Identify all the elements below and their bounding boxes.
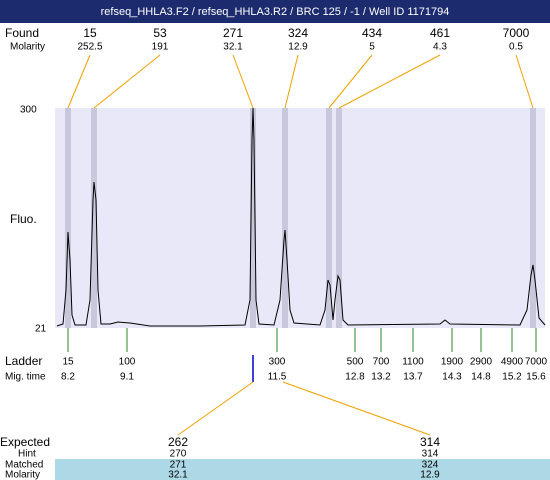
ladder-size: 700 xyxy=(373,357,390,368)
ladder-time: 14.3 xyxy=(442,372,462,383)
ladder-label: Ladder xyxy=(5,354,42,368)
matched-band xyxy=(55,459,550,480)
ladder-size: 7000 xyxy=(525,357,548,368)
title: refseq_HHLA3.F2 / refseq_HHLA3.R2 / BRC … xyxy=(101,6,450,18)
mig-time-label: Mig. time xyxy=(5,372,46,383)
found-molarity: 5 xyxy=(369,42,375,53)
expected-row-label: Expected xyxy=(0,435,50,449)
y-top-label: 300 xyxy=(20,105,37,116)
found-size: 53 xyxy=(153,26,167,40)
expected-expected: 314 xyxy=(420,435,440,449)
expected-expected: 262 xyxy=(168,435,188,449)
ladder-size: 300 xyxy=(269,357,286,368)
found-size: 15 xyxy=(83,26,97,40)
connector xyxy=(282,381,431,436)
found-molarity: 252.5 xyxy=(77,42,102,53)
found-molarity: 191 xyxy=(152,42,169,53)
peak-band xyxy=(336,108,342,328)
expected-row-label: Molarity xyxy=(5,470,40,480)
found-size: 7000 xyxy=(503,26,530,40)
expected-hint: 314 xyxy=(422,449,439,460)
found-size: 434 xyxy=(362,26,382,40)
y-axis-label: Fluo. xyxy=(10,212,37,226)
found-molarity: 32.1 xyxy=(223,42,243,53)
y-bottom-label: 21 xyxy=(35,324,47,335)
peak-connector xyxy=(284,54,299,109)
found-size: 461 xyxy=(430,26,450,40)
peak-connector xyxy=(338,54,441,109)
found-size: 271 xyxy=(223,26,243,40)
ladder-time: 9.1 xyxy=(120,372,134,383)
peak-band xyxy=(65,108,71,328)
ladder-size: 500 xyxy=(347,357,364,368)
molarity-label: Molarity xyxy=(10,42,45,53)
expected-matched: 271 xyxy=(170,460,187,471)
ladder-size: 4900 xyxy=(501,357,524,368)
peak-band xyxy=(530,108,536,328)
ladder-time: 14.8 xyxy=(471,372,491,383)
peak-band xyxy=(91,108,97,328)
found-label: Found xyxy=(5,26,39,40)
expected-row-label: Matched xyxy=(5,460,43,471)
plot-area xyxy=(55,108,545,328)
ladder-size: 2900 xyxy=(470,357,493,368)
ladder-time: 15.6 xyxy=(526,372,546,383)
trace xyxy=(56,107,546,327)
ladder-time: 15.2 xyxy=(502,372,522,383)
ladder-size: 15 xyxy=(62,357,74,368)
found-size: 324 xyxy=(288,26,308,40)
expected-hint: 270 xyxy=(170,449,187,460)
peak-band xyxy=(250,108,256,328)
ladder-size: 1100 xyxy=(402,357,424,368)
title-bar xyxy=(0,0,550,23)
ladder-time: 13.7 xyxy=(403,372,423,383)
ladder-size: 1900 xyxy=(441,357,464,368)
peak-connector xyxy=(93,54,161,109)
found-molarity: 12.9 xyxy=(288,42,308,53)
ladder-size: 100 xyxy=(119,357,136,368)
peak-connector xyxy=(328,54,373,109)
connector xyxy=(177,381,254,436)
ladder-time: 13.2 xyxy=(371,372,391,383)
found-molarity: 0.5 xyxy=(509,42,523,53)
expected-molarity: 12.9 xyxy=(420,470,440,480)
peak-connector xyxy=(67,54,91,109)
expected-row-label: Hint xyxy=(18,449,36,460)
peak-connector xyxy=(232,54,254,109)
ladder-time: 12.8 xyxy=(345,372,365,383)
peak-band xyxy=(326,108,332,328)
peak-connector xyxy=(515,54,534,109)
peak-band xyxy=(282,108,288,328)
ladder-time: 8.2 xyxy=(61,372,75,383)
ladder-time: 11.5 xyxy=(268,372,287,383)
expected-matched: 324 xyxy=(422,460,439,471)
expected-molarity: 32.1 xyxy=(168,470,188,480)
found-molarity: 4.3 xyxy=(433,42,447,53)
